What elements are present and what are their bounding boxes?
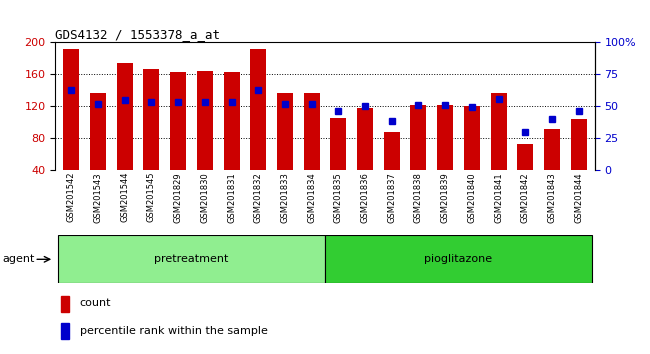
Text: GSM201837: GSM201837 <box>387 172 396 223</box>
Text: GSM201544: GSM201544 <box>120 172 129 222</box>
Bar <box>63 49 79 170</box>
Text: percentile rank within the sample: percentile rank within the sample <box>79 326 267 336</box>
Bar <box>250 49 266 170</box>
Bar <box>464 106 480 170</box>
Bar <box>544 129 560 170</box>
Bar <box>410 105 426 170</box>
Bar <box>60 323 69 339</box>
Text: GSM201829: GSM201829 <box>174 172 183 223</box>
Text: GSM201542: GSM201542 <box>67 172 76 222</box>
Text: GSM201834: GSM201834 <box>307 172 316 223</box>
Text: GSM201545: GSM201545 <box>147 172 156 222</box>
Bar <box>491 93 506 170</box>
Text: GDS4132 / 1553378_a_at: GDS4132 / 1553378_a_at <box>55 28 220 41</box>
Bar <box>357 108 373 170</box>
Bar <box>197 71 213 170</box>
Bar <box>277 93 293 170</box>
Text: pioglitazone: pioglitazone <box>424 254 493 264</box>
Text: GSM201843: GSM201843 <box>547 172 556 223</box>
Bar <box>170 72 186 170</box>
Text: GSM201833: GSM201833 <box>280 172 289 223</box>
Text: GSM201840: GSM201840 <box>467 172 476 223</box>
Bar <box>325 235 592 283</box>
Bar <box>90 93 106 170</box>
Bar <box>144 69 159 170</box>
Bar <box>517 144 533 170</box>
Text: GSM201841: GSM201841 <box>494 172 503 223</box>
Text: GSM201543: GSM201543 <box>94 172 103 223</box>
Text: GSM201842: GSM201842 <box>521 172 530 223</box>
Text: agent: agent <box>3 254 35 264</box>
Text: GSM201835: GSM201835 <box>334 172 343 223</box>
Text: GSM201844: GSM201844 <box>574 172 583 223</box>
Text: GSM201838: GSM201838 <box>414 172 423 223</box>
Bar <box>224 72 240 170</box>
Bar <box>571 119 587 170</box>
Bar <box>58 235 325 283</box>
Bar <box>304 93 320 170</box>
Text: pretreatment: pretreatment <box>154 254 229 264</box>
Bar <box>117 63 133 170</box>
Bar <box>384 132 400 170</box>
Text: GSM201839: GSM201839 <box>441 172 450 223</box>
Text: GSM201836: GSM201836 <box>361 172 370 223</box>
Bar <box>330 118 346 170</box>
Text: GSM201831: GSM201831 <box>227 172 236 223</box>
Text: GSM201830: GSM201830 <box>200 172 209 223</box>
Text: GSM201832: GSM201832 <box>254 172 263 223</box>
Text: count: count <box>79 298 111 308</box>
Bar <box>60 296 69 312</box>
Bar <box>437 105 453 170</box>
